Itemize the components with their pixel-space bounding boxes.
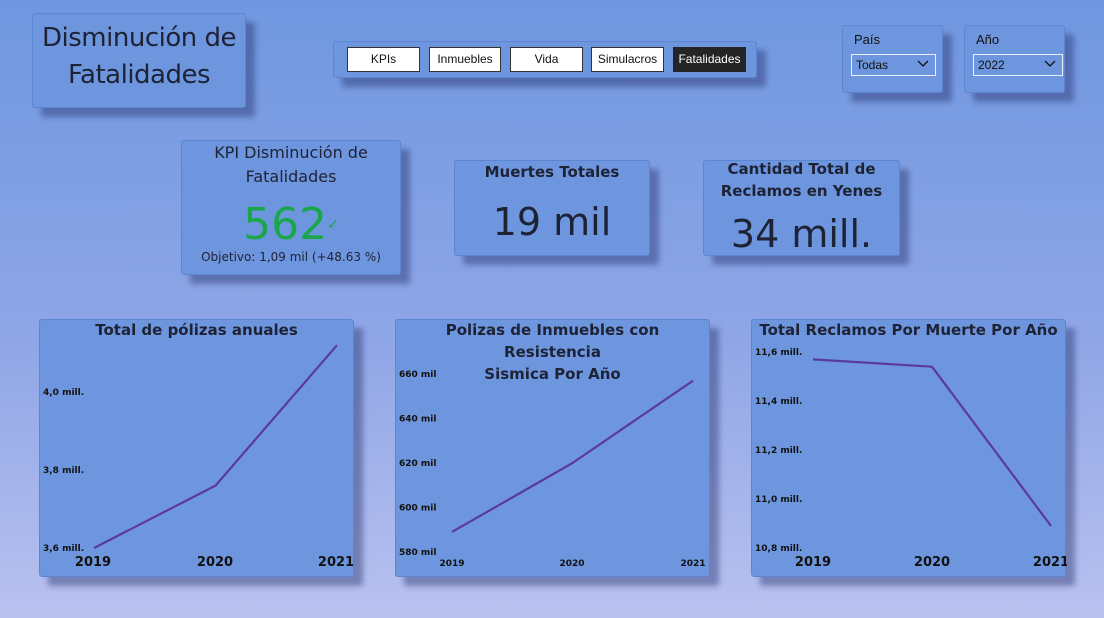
kpi-fatalities-title-line1: KPI Disminución de	[214, 143, 368, 162]
chevron-down-icon	[917, 60, 929, 67]
chart-death-claims-title: Total Reclamos Por Muerte Por Año	[759, 321, 1058, 339]
kpi-deaths-card: Muertes Totales 19 mil	[454, 160, 650, 256]
chart-seismic-policies-title-line2: Sismica Por Año	[484, 365, 621, 383]
x-tick-label: 2020	[559, 559, 584, 569]
year-dropdown-value: 2022	[978, 58, 1005, 72]
y-tick-label: 11,2 mill.	[755, 446, 802, 456]
chart-annual-policies-card: Total de pólizas anuales 3,6 mill. 3,8 mi…	[39, 319, 354, 577]
country-filter: País Todas	[842, 25, 943, 93]
page-title-card: Disminución de Fatalidades	[32, 13, 246, 108]
x-tick-label: 2019	[795, 555, 831, 570]
nav-button-vida[interactable]: Vida	[510, 47, 583, 72]
x-tick-label: 2019	[75, 555, 111, 570]
nav-button-fatalidades[interactable]: Fatalidades	[673, 47, 746, 72]
chart-seismic-policies-card: Polizas de Inmuebles con Resistencia Sis…	[395, 319, 710, 577]
x-tick-label: 2021	[680, 559, 705, 569]
kpi-claims-title: Cantidad Total de Reclamos en Yenes	[704, 158, 899, 202]
y-tick-label: 600 mil	[399, 504, 436, 514]
y-tick-label: 580 mil	[399, 548, 436, 558]
x-tick-label: 2021	[1033, 555, 1067, 570]
y-tick-label: 3,8 mill.	[43, 466, 84, 476]
nav-button-simulacros[interactable]: Simulacros	[591, 47, 664, 72]
y-tick-label: 11,6 mill.	[755, 348, 802, 358]
y-tick-label: 4,0 mill.	[43, 388, 84, 398]
y-tick-label: 10,8 mill.	[755, 544, 802, 554]
y-tick-label: 660 mil	[399, 370, 436, 380]
x-tick-label: 2020	[914, 555, 950, 570]
kpi-deaths-title: Muertes Totales	[484, 163, 620, 181]
kpi-claims-title-line2: Reclamos en Yenes	[720, 182, 883, 200]
series-line	[812, 358, 1052, 527]
chart-annual-policies-title: Total de pólizas anuales	[95, 321, 298, 339]
country-filter-label: País	[854, 32, 881, 47]
y-tick-label: 620 mil	[399, 459, 436, 469]
series-line	[451, 379, 694, 533]
chart-seismic-policies: 580 mil 600 mil 620 mil 640 mil 660 mil 2019 2…	[399, 370, 706, 569]
x-tick-label: 2019	[439, 559, 464, 569]
page-title-line1: Disminución de	[42, 23, 236, 53]
kpi-fatalities-value-row: 562✓	[182, 199, 400, 251]
kpi-claims-card: Cantidad Total de Reclamos en Yenes 34 m…	[703, 160, 900, 256]
y-tick-label: 11,4 mill.	[755, 397, 802, 407]
series-line	[93, 344, 338, 549]
chart-death-claims: 10,8 mill. 11,0 mill. 11,2 mill. 11,4 mill.…	[755, 348, 1067, 570]
country-dropdown[interactable]: Todas	[851, 54, 936, 76]
kpi-fatalities-title-line2: Fatalidades	[245, 167, 337, 186]
kpi-claims-title-line1: Cantidad Total de	[727, 160, 876, 178]
check-icon: ✓	[327, 217, 339, 233]
kpi-claims-value: 34 mill.	[730, 212, 873, 256]
kpi-fatalities-card: KPI Disminución de Fatalidades 562✓ Obje…	[181, 140, 401, 275]
chart-seismic-policies-title: Polizas de Inmuebles con Resistencia Sis…	[396, 319, 709, 385]
page-title-line2: Fatalidades	[67, 60, 211, 90]
chart-seismic-policies-title-line1: Polizas de Inmuebles con Resistencia	[445, 321, 660, 361]
nav-button-kpis[interactable]: KPIs	[347, 47, 420, 72]
chart-annual-policies: 3,6 mill. 3,8 mill. 4,0 mill. 2019 2020 2021	[43, 344, 354, 570]
year-dropdown[interactable]: 2022	[973, 54, 1063, 76]
nav-button-inmuebles[interactable]: Inmuebles	[429, 47, 501, 72]
country-dropdown-value: Todas	[856, 58, 889, 72]
kpi-fatalities-title: KPI Disminución de Fatalidades	[182, 141, 400, 189]
y-tick-label: 3,6 mill.	[43, 544, 84, 554]
x-tick-label: 2021	[318, 555, 354, 570]
kpi-fatalities-goal: Objetivo: 1,09 mil (+48.63 %)	[201, 250, 381, 264]
page-title: Disminución de Fatalidades	[33, 20, 245, 94]
y-tick-label: 11,0 mill.	[755, 495, 802, 505]
kpi-deaths-value: 19 mil	[492, 200, 612, 244]
chart-death-claims-card: Total Reclamos Por Muerte Por Año 10,8 m…	[751, 319, 1067, 577]
year-filter-label: Año	[976, 32, 1000, 47]
kpi-fatalities-value: 562	[243, 199, 328, 250]
year-filter: Año 2022	[964, 25, 1065, 93]
y-tick-label: 640 mil	[399, 415, 436, 425]
chevron-down-icon	[1044, 60, 1056, 67]
x-tick-label: 2020	[197, 555, 233, 570]
